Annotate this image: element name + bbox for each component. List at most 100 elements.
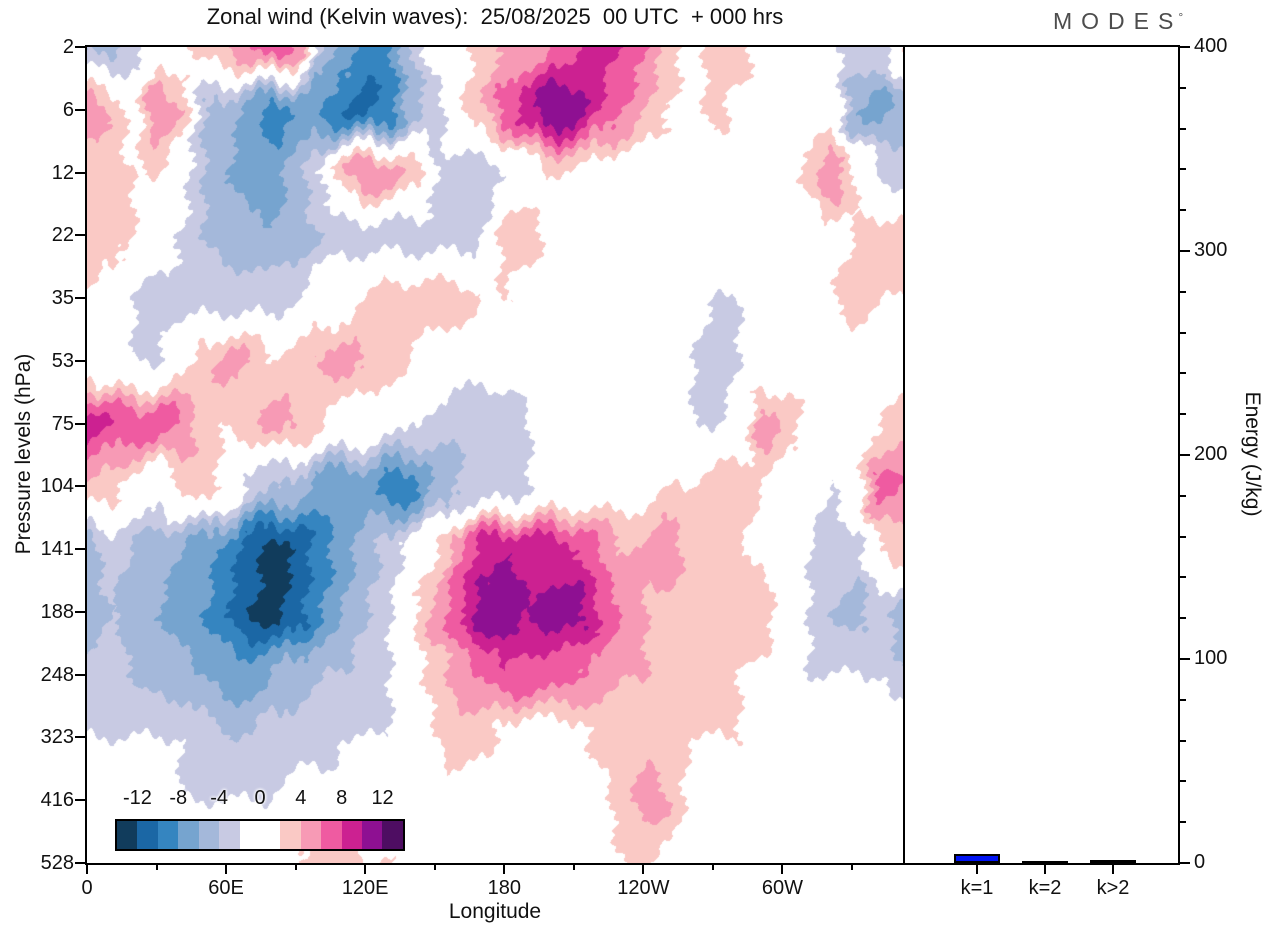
longitude-tick	[503, 865, 506, 874]
pressure-tick-label: 22	[51, 224, 74, 247]
energy-tick	[1180, 658, 1190, 660]
pressure-tick-label: 104	[40, 475, 74, 498]
colorbar-cell	[382, 821, 403, 849]
energy-tick	[1180, 46, 1190, 48]
colorbar-label: -8	[169, 787, 188, 809]
colorbar-cell	[300, 821, 322, 849]
longitude-tick-label: 120W	[617, 877, 670, 899]
energy-minor-tick	[1180, 576, 1186, 579]
colorbar-label: 4	[295, 787, 307, 809]
pressure-tick-label: 248	[40, 663, 74, 686]
pressure-tick-label: 188	[40, 600, 74, 623]
pressure-axis-title: Pressure levels (hPa)	[12, 353, 35, 555]
energy-minor-tick	[1180, 739, 1186, 742]
energy-minor-tick	[1180, 331, 1186, 334]
energy-minor-tick	[1180, 86, 1186, 89]
chart-title: Zonal wind (Kelvin waves): 25/08/2025 00…	[206, 4, 784, 29]
energy-minor-tick	[1180, 372, 1186, 375]
energy-bar-tick	[1044, 865, 1046, 874]
energy-bar-tick	[1112, 865, 1114, 874]
colorbar-cell	[239, 821, 260, 849]
colorbar-cell	[117, 821, 138, 849]
plot-frame	[85, 45, 1180, 865]
colorbar	[115, 819, 405, 851]
energy-minor-tick	[1180, 127, 1186, 130]
modes-logo-degree-mark: °	[1178, 10, 1184, 24]
longitude-tick-label: 0	[81, 877, 93, 899]
longitude-tick-label: 180	[487, 877, 521, 899]
energy-minor-tick	[1180, 698, 1186, 701]
pressure-tick	[75, 485, 85, 488]
longitude-minor-tick	[851, 865, 853, 870]
energy-tick-label: 200	[1194, 443, 1228, 465]
pressure-tick-label: 2	[62, 36, 74, 58]
colorbar-cell	[198, 821, 220, 849]
pressure-tick	[75, 108, 85, 111]
longitude-tick	[642, 865, 645, 874]
colorbar-cell	[362, 821, 383, 849]
longitude-minor-tick	[572, 865, 575, 870]
pressure-tick-label: 75	[51, 412, 74, 435]
energy-tick	[1180, 454, 1190, 456]
energy-tick	[1180, 250, 1190, 252]
colorbar-cell	[280, 821, 301, 849]
energy-minor-tick	[1180, 168, 1186, 171]
longitude-minor-tick	[155, 865, 158, 870]
energy-minor-tick	[1180, 290, 1186, 293]
longitude-tick	[781, 865, 784, 874]
colorbar-cell	[157, 821, 179, 849]
energy-bar-k2	[1090, 860, 1136, 864]
pressure-tick	[75, 610, 85, 613]
energy-minor-tick	[1180, 413, 1186, 416]
energy-minor-tick	[1180, 535, 1186, 538]
colorbar-cell	[341, 821, 363, 849]
longitude-minor-tick	[294, 865, 297, 870]
pressure-tick	[75, 548, 85, 551]
energy-minor-tick	[1180, 780, 1186, 783]
longitude-tick-label: 120E	[341, 877, 389, 899]
pressure-tick	[75, 673, 85, 676]
pressure-tick	[75, 736, 85, 739]
pressure-tick	[75, 171, 85, 174]
colorbar-label: -12	[122, 787, 152, 809]
pressure-tick-label: 323	[40, 726, 74, 749]
colorbar-cell	[321, 821, 342, 849]
energy-axis-title: Energy (J/kg)	[1241, 391, 1264, 517]
pressure-tick	[75, 234, 85, 237]
longitude-minor-tick	[711, 865, 714, 870]
pressure-tick-label: 12	[51, 161, 74, 184]
colorbar-cell	[137, 821, 158, 849]
pressure-tick-label: 528	[40, 852, 74, 874]
pressure-tick	[75, 359, 85, 362]
energy-minor-tick	[1180, 209, 1186, 212]
energy-bar-label: k>2	[1096, 877, 1130, 899]
energy-tick-label: 100	[1194, 647, 1228, 669]
energy-bar-label: k=1	[960, 877, 994, 899]
panel-divider	[903, 47, 905, 863]
colorbar-label: 8	[336, 787, 348, 809]
pressure-tick-label: 6	[62, 98, 74, 121]
pressure-tick	[75, 799, 85, 802]
pressure-tick-label: 416	[40, 789, 74, 812]
modes-logo-text: MODES	[1053, 8, 1183, 34]
pressure-tick	[75, 297, 85, 300]
pressure-tick-label: 53	[51, 349, 74, 372]
colorbar-label: 12	[371, 787, 394, 809]
colorbar-cell	[178, 821, 199, 849]
longitude-tick	[86, 865, 88, 874]
energy-minor-tick	[1180, 821, 1186, 824]
pressure-tick	[75, 422, 85, 425]
pressure-tick	[75, 46, 85, 48]
colorbar-label: -4	[210, 787, 229, 809]
energy-bar-k2	[1022, 861, 1068, 865]
energy-tick-label: 400	[1194, 35, 1228, 57]
longitude-tick	[225, 865, 228, 874]
longitude-tick	[364, 865, 367, 874]
longitude-tick-label: 60W	[761, 877, 804, 899]
pressure-tick-label: 141	[40, 538, 74, 561]
contour-field-canvas	[87, 47, 903, 863]
energy-tick	[1180, 862, 1190, 864]
energy-minor-tick	[1180, 617, 1186, 620]
energy-tick-label: 0	[1194, 851, 1206, 873]
